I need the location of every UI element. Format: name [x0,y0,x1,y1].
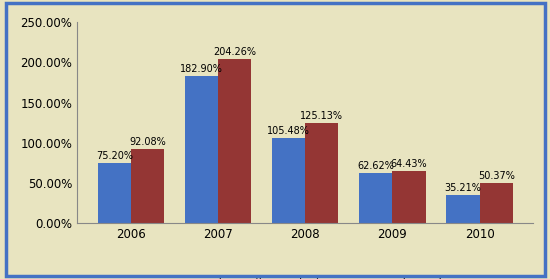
Text: 125.13%: 125.13% [300,111,343,121]
Bar [185,76,218,223]
Bar [393,171,426,223]
Text: 75.20%: 75.20% [96,151,133,161]
Text: 105.48%: 105.48% [267,126,310,136]
Text: 204.26%: 204.26% [213,47,256,57]
Bar [131,149,164,223]
Bar [305,123,338,223]
Text: 64.43%: 64.43% [390,159,427,169]
Text: 62.62%: 62.62% [358,161,394,171]
Text: 92.08%: 92.08% [129,137,166,147]
Bar [272,138,305,223]
Bar [359,173,393,223]
Text: 182.90%: 182.90% [180,64,223,74]
Bar [218,59,251,223]
Bar [447,195,480,223]
Text: 50.37%: 50.37% [478,171,515,181]
Bar [98,163,131,223]
Text: 35.21%: 35.21% [444,183,481,193]
Bar [480,183,513,223]
Legend: Prestigous (issue size), Inexperienced: Prestigous (issue size), Inexperienced [163,273,448,279]
